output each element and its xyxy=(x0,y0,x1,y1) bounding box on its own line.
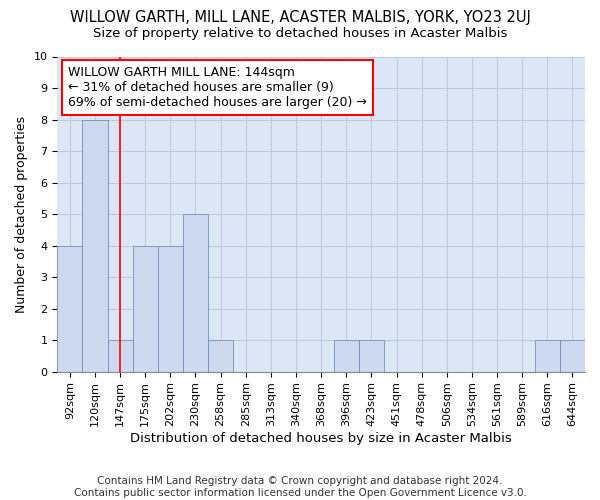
Text: Contains HM Land Registry data © Crown copyright and database right 2024.
Contai: Contains HM Land Registry data © Crown c… xyxy=(74,476,526,498)
Bar xyxy=(183,214,208,372)
Y-axis label: Number of detached properties: Number of detached properties xyxy=(15,116,28,312)
Bar xyxy=(560,340,585,372)
Bar xyxy=(133,246,158,372)
Bar xyxy=(208,340,233,372)
Bar xyxy=(107,340,133,372)
Text: Size of property relative to detached houses in Acaster Malbis: Size of property relative to detached ho… xyxy=(93,28,507,40)
X-axis label: Distribution of detached houses by size in Acaster Malbis: Distribution of detached houses by size … xyxy=(130,432,512,445)
Bar xyxy=(535,340,560,372)
Text: WILLOW GARTH MILL LANE: 144sqm
← 31% of detached houses are smaller (9)
69% of s: WILLOW GARTH MILL LANE: 144sqm ← 31% of … xyxy=(68,66,367,109)
Bar xyxy=(158,246,183,372)
Bar xyxy=(82,120,107,372)
Text: WILLOW GARTH, MILL LANE, ACASTER MALBIS, YORK, YO23 2UJ: WILLOW GARTH, MILL LANE, ACASTER MALBIS,… xyxy=(70,10,530,25)
Bar xyxy=(334,340,359,372)
Bar xyxy=(359,340,384,372)
Bar xyxy=(57,246,82,372)
